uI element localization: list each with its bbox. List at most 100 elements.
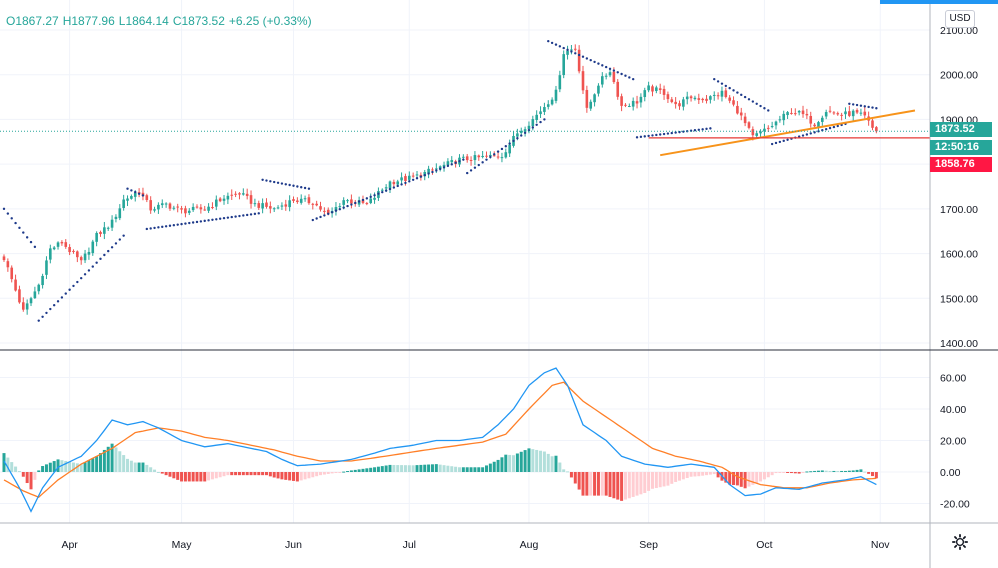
candle-body: [60, 241, 64, 244]
candle-body: [770, 126, 774, 128]
macd-histogram-bar: [836, 470, 840, 472]
psar-dot: [99, 257, 102, 261]
y-tick-label: 1700.00: [940, 204, 978, 216]
psar-dot: [145, 227, 149, 231]
candle-body: [323, 210, 326, 212]
macd-histogram-bar: [129, 460, 133, 472]
candle-body: [871, 120, 874, 128]
overlays: [0, 109, 930, 157]
candle-body: [276, 207, 280, 209]
macd-histogram-bar: [234, 472, 238, 476]
psar-dot: [593, 60, 596, 64]
candle-body: [195, 206, 199, 208]
macd-histogram-bar: [292, 472, 295, 481]
gear-icon[interactable]: [951, 533, 969, 551]
candle-body: [110, 219, 114, 228]
psar-dot: [585, 57, 589, 60]
macd-histogram-bar: [137, 462, 141, 472]
psar-dot: [33, 245, 37, 249]
macd-histogram-bar: [311, 472, 315, 478]
currency-button[interactable]: USD: [945, 10, 975, 28]
candle-body: [10, 267, 14, 280]
psar-dot: [427, 172, 430, 175]
macd-histogram-bar: [593, 472, 597, 496]
macd-histogram-bar: [145, 464, 149, 472]
candle-body: [790, 112, 793, 114]
psar-dot: [226, 216, 230, 219]
macd-histogram-bar: [195, 472, 199, 482]
psar-dot: [713, 77, 716, 81]
macd-histogram-bar: [809, 471, 813, 473]
psar-dot: [651, 134, 654, 137]
candle-body: [685, 96, 689, 100]
macd-histogram-bar: [832, 470, 836, 472]
y-tick-label: 1600.00: [940, 249, 978, 261]
macd-histogram-bar: [793, 472, 797, 474]
macd-histogram-bar: [284, 472, 288, 480]
candle-body: [732, 100, 735, 105]
psar-dot: [516, 137, 519, 140]
psar-dot: [659, 133, 662, 136]
psar-dot: [832, 125, 836, 129]
macd-histogram-bar: [608, 472, 612, 497]
candle-body: [508, 144, 511, 154]
macd-histogram-bar: [847, 470, 851, 472]
psar-dot: [716, 80, 720, 83]
candle-body: [303, 198, 307, 200]
macd-histogram-bar: [83, 462, 87, 472]
psar-dot: [68, 288, 71, 291]
candle-body: [519, 130, 523, 133]
candle-body: [450, 160, 454, 163]
psar-dot: [327, 212, 330, 216]
psar-dot: [211, 218, 214, 222]
macd-histogram-bar: [859, 469, 863, 472]
candle-body: [408, 175, 411, 180]
macd-histogram-bar: [786, 472, 790, 473]
candle-body: [655, 87, 658, 91]
candle-body: [720, 90, 724, 97]
x-tick-label: Oct: [756, 539, 772, 551]
psar-dot: [311, 218, 314, 222]
psar-dot: [574, 52, 577, 55]
psar-dot: [257, 212, 260, 215]
macd-histogram-bar: [546, 453, 550, 472]
psar-dot: [83, 273, 87, 276]
macd-histogram-bar: [840, 470, 844, 472]
psar-dot: [612, 69, 616, 72]
macd-histogram-bar: [759, 472, 763, 482]
candle-body: [126, 198, 129, 201]
macd-histogram-bar: [573, 472, 577, 484]
psar-dot: [2, 207, 6, 211]
psar-dot: [114, 242, 118, 245]
macd-histogram-bar: [639, 472, 643, 495]
psar-dot: [562, 46, 565, 50]
candle-body: [25, 303, 29, 310]
macd-histogram-bar: [701, 472, 705, 476]
candle-body: [670, 99, 674, 103]
macd-histogram-bar: [685, 472, 689, 479]
candle-body: [863, 111, 867, 116]
psar-dot: [110, 246, 114, 249]
candle-body: [628, 106, 631, 108]
macd-histogram-bar: [322, 472, 326, 475]
candle-body: [554, 89, 558, 101]
candle-body: [566, 50, 569, 55]
candlesticks: [2, 44, 878, 315]
candle-body: [666, 94, 670, 100]
psar-dot: [91, 265, 94, 268]
psar-dot: [786, 138, 789, 141]
candle-body: [712, 94, 716, 96]
macd-tick-label: 40.00: [940, 404, 966, 416]
candle-body: [280, 205, 284, 207]
psar-dot: [130, 189, 133, 192]
macd-histogram-bar: [41, 466, 45, 472]
candle-body: [307, 197, 311, 204]
candle-body: [326, 209, 330, 214]
macd-histogram-bar: [681, 472, 685, 480]
candle-body: [222, 198, 226, 201]
macd-histogram-bar: [6, 457, 10, 472]
macd-histogram-bar: [29, 472, 33, 490]
macd-histogram-bar: [789, 472, 793, 474]
macd-histogram-bar: [843, 470, 847, 472]
